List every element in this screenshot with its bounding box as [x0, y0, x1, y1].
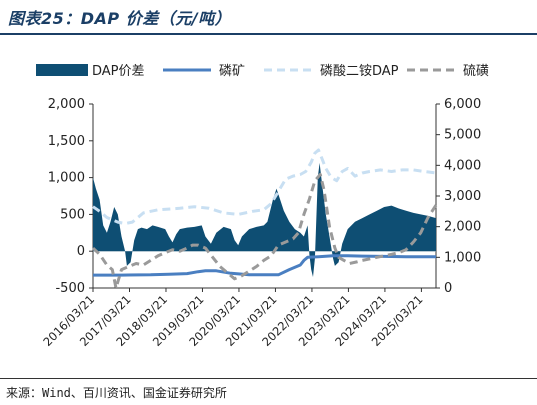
legend-label: 磷酸二铵DAP	[320, 64, 399, 79]
right-tick-label: 6,000	[444, 97, 481, 112]
legend-label: 硫磺	[463, 64, 489, 79]
chart: 2,000 1,500 1,000 500 0 -500 6,000 5,000 4,000 3,…	[36, 64, 489, 349]
right-tick-label: 0	[444, 281, 452, 296]
legend-label: 磷矿	[219, 64, 245, 79]
footer-divider	[0, 378, 537, 379]
series-dashed-line	[92, 148, 437, 226]
series-line-phosphate-rock	[93, 254, 436, 277]
right-tick-label: 4,000	[444, 158, 481, 173]
left-tick-label: 2,000	[48, 97, 85, 112]
source-note: 来源：Wind、百川资讯、国金证券研究所	[6, 386, 227, 400]
left-tick-label: -500	[55, 281, 85, 296]
series-area-dap-spread	[93, 162, 436, 277]
title-bar: 图表25：DAP 价差（元/吨）	[0, 0, 537, 35]
legend-label: DAP价差	[92, 64, 145, 79]
right-tick-label: 1,000	[444, 250, 481, 265]
left-tick-label: 0	[77, 244, 85, 259]
right-tick-label: 3,000	[444, 189, 481, 204]
series-dashed-line	[91, 173, 438, 290]
page-title: 图表25：DAP 价差（元/吨）	[8, 9, 232, 28]
right-tick-label: 2,000	[444, 220, 481, 235]
right-tick-label: 5,000	[444, 128, 481, 143]
left-tick-label: 1,000	[48, 171, 85, 186]
left-tick-label: 1,500	[48, 134, 85, 149]
title-divider	[0, 33, 537, 35]
left-tick-label: 500	[60, 207, 85, 222]
legend-swatch	[36, 64, 88, 76]
